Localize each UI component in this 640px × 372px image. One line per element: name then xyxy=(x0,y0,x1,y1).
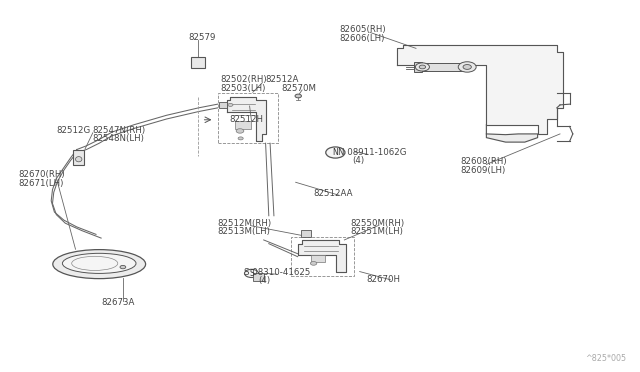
Polygon shape xyxy=(486,125,538,142)
Text: 82670(RH): 82670(RH) xyxy=(18,170,65,179)
Bar xyxy=(218,93,278,143)
Ellipse shape xyxy=(238,137,243,140)
Text: 82551M(LH): 82551M(LH) xyxy=(351,227,404,236)
Text: 82606(LH): 82606(LH) xyxy=(339,34,385,43)
Text: 82673A: 82673A xyxy=(101,298,134,307)
Text: 82671(LH): 82671(LH) xyxy=(18,179,63,187)
Polygon shape xyxy=(298,240,346,272)
Ellipse shape xyxy=(295,94,301,98)
Text: 82513M(LH): 82513M(LH) xyxy=(218,227,271,236)
Ellipse shape xyxy=(236,129,244,133)
Text: 82503(LH): 82503(LH) xyxy=(221,84,266,93)
Ellipse shape xyxy=(228,103,233,106)
Text: 82548N(LH): 82548N(LH) xyxy=(93,134,145,143)
Text: 82570M: 82570M xyxy=(282,84,317,93)
Text: 82512M(RH): 82512M(RH) xyxy=(218,219,272,228)
Ellipse shape xyxy=(458,62,476,72)
Bar xyxy=(415,63,468,71)
Bar xyxy=(191,57,205,68)
Text: 82502(RH): 82502(RH) xyxy=(221,76,268,84)
Bar xyxy=(73,150,84,165)
Ellipse shape xyxy=(53,250,146,279)
Ellipse shape xyxy=(326,147,345,158)
Text: N: N xyxy=(333,148,338,157)
Text: (4): (4) xyxy=(352,156,364,165)
Ellipse shape xyxy=(463,65,472,69)
Ellipse shape xyxy=(76,157,82,162)
Text: 82670H: 82670H xyxy=(366,275,400,284)
Text: ^825*005: ^825*005 xyxy=(585,354,626,363)
Text: 82547N(RH): 82547N(RH) xyxy=(93,126,146,135)
Text: 82512AA: 82512AA xyxy=(314,189,353,198)
Ellipse shape xyxy=(63,253,136,273)
Ellipse shape xyxy=(419,65,426,69)
Text: N 08911-1062G: N 08911-1062G xyxy=(338,148,406,157)
Text: 82512A: 82512A xyxy=(266,76,299,84)
Text: 82605(RH): 82605(RH) xyxy=(339,25,386,34)
Ellipse shape xyxy=(310,262,317,265)
Bar xyxy=(291,237,354,276)
Ellipse shape xyxy=(415,63,429,71)
Text: 82550M(RH): 82550M(RH) xyxy=(351,219,405,228)
Polygon shape xyxy=(227,97,266,141)
Text: 82579: 82579 xyxy=(189,33,216,42)
Ellipse shape xyxy=(120,266,125,269)
Bar xyxy=(219,102,227,108)
Polygon shape xyxy=(397,45,563,134)
Bar xyxy=(311,255,325,262)
Ellipse shape xyxy=(244,269,259,278)
Text: S 08310-41625: S 08310-41625 xyxy=(244,268,311,277)
Text: 82608(RH): 82608(RH) xyxy=(461,157,508,166)
Text: (4): (4) xyxy=(259,276,271,285)
Text: 82512H: 82512H xyxy=(229,115,263,124)
Bar xyxy=(301,230,311,237)
Text: S: S xyxy=(249,269,254,278)
Bar xyxy=(236,121,251,129)
Bar xyxy=(414,62,422,72)
Text: 82512G: 82512G xyxy=(56,126,91,135)
Bar xyxy=(253,273,264,281)
Text: 82609(LH): 82609(LH) xyxy=(461,166,506,174)
